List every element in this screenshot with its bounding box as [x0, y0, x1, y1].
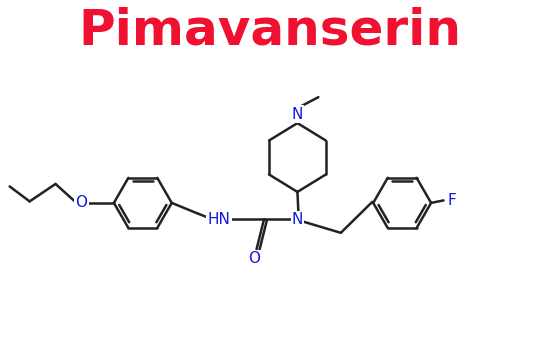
- Text: F: F: [448, 193, 456, 208]
- Text: O: O: [76, 195, 87, 210]
- Text: N: N: [292, 107, 303, 122]
- Text: HN: HN: [208, 212, 231, 227]
- Text: Pimavanserin: Pimavanserin: [78, 7, 462, 55]
- Text: O: O: [248, 251, 260, 266]
- Text: N: N: [292, 212, 303, 227]
